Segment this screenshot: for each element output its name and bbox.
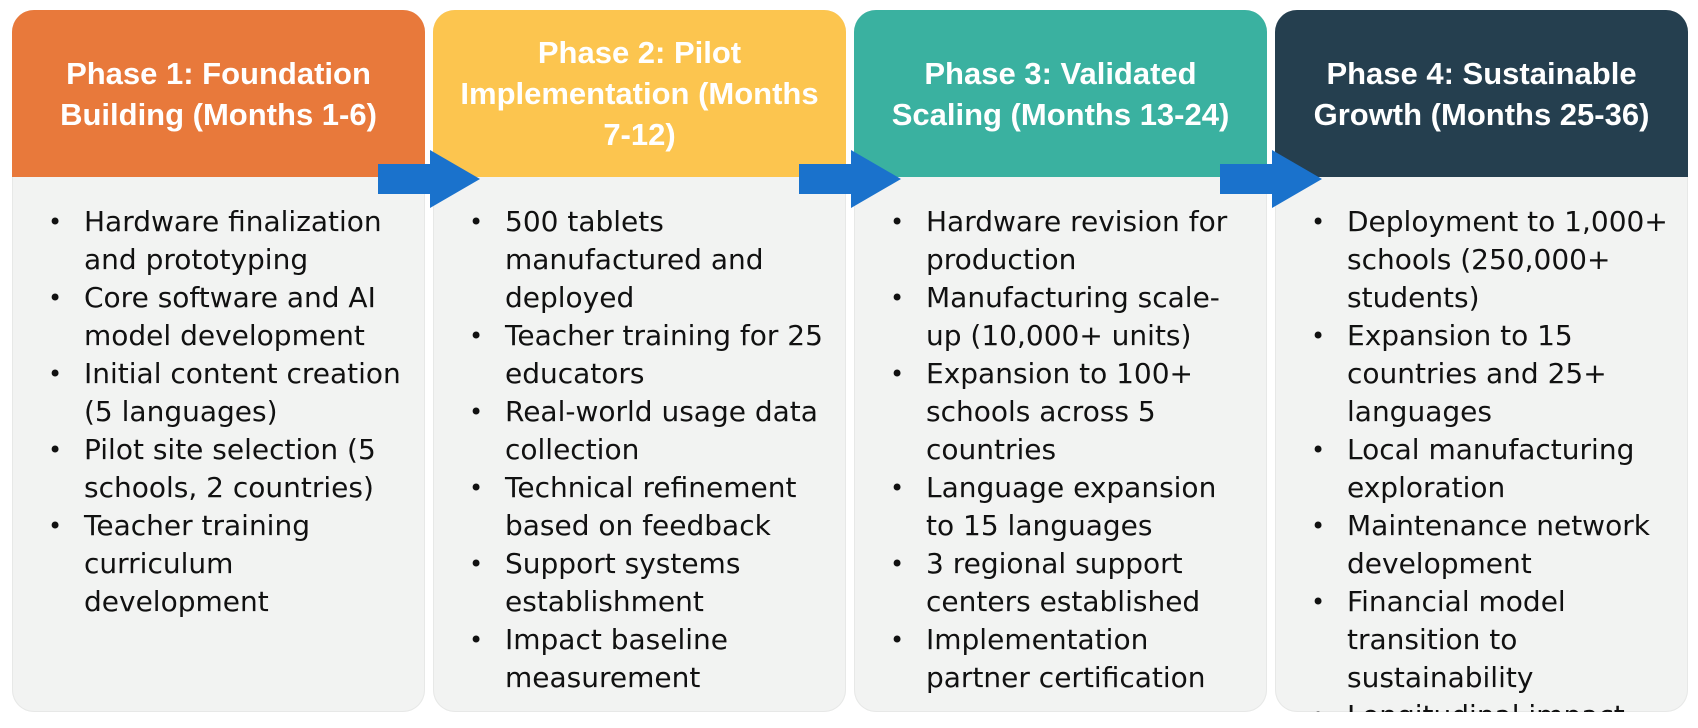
phase-4-title: Phase 4: Sustainable Growth (Months 25-3… xyxy=(1313,55,1650,132)
bullet-icon: • xyxy=(890,360,905,388)
list-item: • Local manufacturing exploration xyxy=(1311,433,1635,504)
phase-3-title: Phase 3: Validated Scaling (Months 13-24… xyxy=(891,55,1230,132)
bullet-icon: • xyxy=(890,284,905,312)
bullet-icon: • xyxy=(48,284,63,312)
phase-2-title: Phase 2: Pilot Implementation (Months 7-… xyxy=(460,35,819,152)
list-item: • 500 tablets manufactured and deployed xyxy=(469,205,764,314)
list-item: • Technical refinement based on feedback xyxy=(469,471,797,542)
list-item: • Real-world usage data collection xyxy=(469,395,818,466)
phase-2-items: • 500 tablets manufactured and deployed •… xyxy=(463,203,828,697)
list-item: • Expansion to 100+ schools across 5 coun… xyxy=(890,357,1193,466)
bullet-icon: • xyxy=(469,474,484,502)
phase-2-header: Phase 2: Pilot Implementation (Months 7-… xyxy=(433,10,846,177)
phase-2-body: • 500 tablets manufactured and deployed •… xyxy=(433,177,846,712)
bullet-icon: • xyxy=(1311,512,1326,540)
phase-4-panel: Phase 4: Sustainable Growth (Months 25-3… xyxy=(1275,10,1688,712)
bullet-icon: • xyxy=(469,398,484,426)
list-item: • Language expansion to 15 languages xyxy=(890,471,1217,542)
list-item: • Expansion to 15 countries and 25+ langu… xyxy=(1311,319,1607,428)
bullet-icon: • xyxy=(469,550,484,578)
phase-4-header: Phase 4: Sustainable Growth (Months 25-3… xyxy=(1275,10,1688,177)
bullet-icon: • xyxy=(1311,436,1326,464)
list-item: • Initial content creation (5 languages) xyxy=(48,357,401,428)
bullet-icon: • xyxy=(48,512,63,540)
list-item: • Hardware revision for production xyxy=(890,205,1228,276)
list-item: • Support systems establishment xyxy=(469,547,741,618)
list-item: • 3 regional support centers established xyxy=(890,547,1201,618)
bullet-icon: • xyxy=(890,626,905,654)
bullet-icon: • xyxy=(1311,322,1326,350)
list-item: • Pilot site selection (5 schools, 2 coun… xyxy=(48,433,376,504)
bullet-icon: • xyxy=(890,208,905,236)
phase-1-panel: Phase 1: Foundation Building (Months 1-6… xyxy=(12,10,425,712)
arrow-right-icon xyxy=(378,150,480,208)
arrow-right-icon xyxy=(799,150,901,208)
list-item: • Teacher training for 25 educators xyxy=(469,319,823,390)
list-item: • Deployment to 1,000+ schools (250,000+ … xyxy=(1311,205,1668,314)
phase-1-title: Phase 1: Foundation Building (Months 1-6… xyxy=(60,55,377,132)
bullet-icon: • xyxy=(469,208,484,236)
list-item: • Hardware finalization and prototyping xyxy=(48,205,382,276)
bullet-icon: • xyxy=(48,208,63,236)
phase-1-items: • Hardware finalization and prototyping •… xyxy=(42,203,407,621)
bullet-icon: • xyxy=(890,550,905,578)
list-item: • Financial model transition to sustainab… xyxy=(1311,585,1566,694)
list-item: • Maintenance network development xyxy=(1311,509,1650,580)
list-item: • Impact baseline measurement xyxy=(469,623,729,694)
bullet-icon: • xyxy=(1311,697,1325,712)
phase-4-items: • Deployment to 1,000+ schools (250,000+ … xyxy=(1305,203,1670,712)
bullet-icon: • xyxy=(48,360,63,388)
bullet-icon: • xyxy=(469,626,484,654)
phase-1-header: Phase 1: Foundation Building (Months 1-6… xyxy=(12,10,425,177)
bullet-icon: • xyxy=(48,436,63,464)
bullet-icon: • xyxy=(469,322,484,350)
phase-3-body: • Hardware revision for production • Manuf… xyxy=(854,177,1267,712)
list-item: • Manufacturing scale-up (10,000+ units) xyxy=(890,281,1220,352)
list-item: • Implementation partner certification xyxy=(890,623,1206,694)
list-item: • Teacher training curriculum development xyxy=(48,509,310,618)
phase-1-body: • Hardware finalization and prototyping •… xyxy=(12,177,425,712)
phase-3-panel: Phase 3: Validated Scaling (Months 13-24… xyxy=(854,10,1267,712)
list-item: •Longitudinal impact study completion xyxy=(1305,697,1670,712)
phase-3-items: • Hardware revision for production • Manuf… xyxy=(884,203,1249,697)
bullet-icon: • xyxy=(1311,588,1326,616)
phase-2-panel: Phase 2: Pilot Implementation (Months 7-… xyxy=(433,10,846,712)
phase-3-header: Phase 3: Validated Scaling (Months 13-24… xyxy=(854,10,1267,177)
bullet-icon: • xyxy=(890,474,905,502)
phase-4-body: • Deployment to 1,000+ schools (250,000+ … xyxy=(1275,177,1688,712)
bullet-icon: • xyxy=(1311,208,1326,236)
arrow-right-icon xyxy=(1220,150,1322,208)
list-item: • Core software and AI model development xyxy=(48,281,376,352)
